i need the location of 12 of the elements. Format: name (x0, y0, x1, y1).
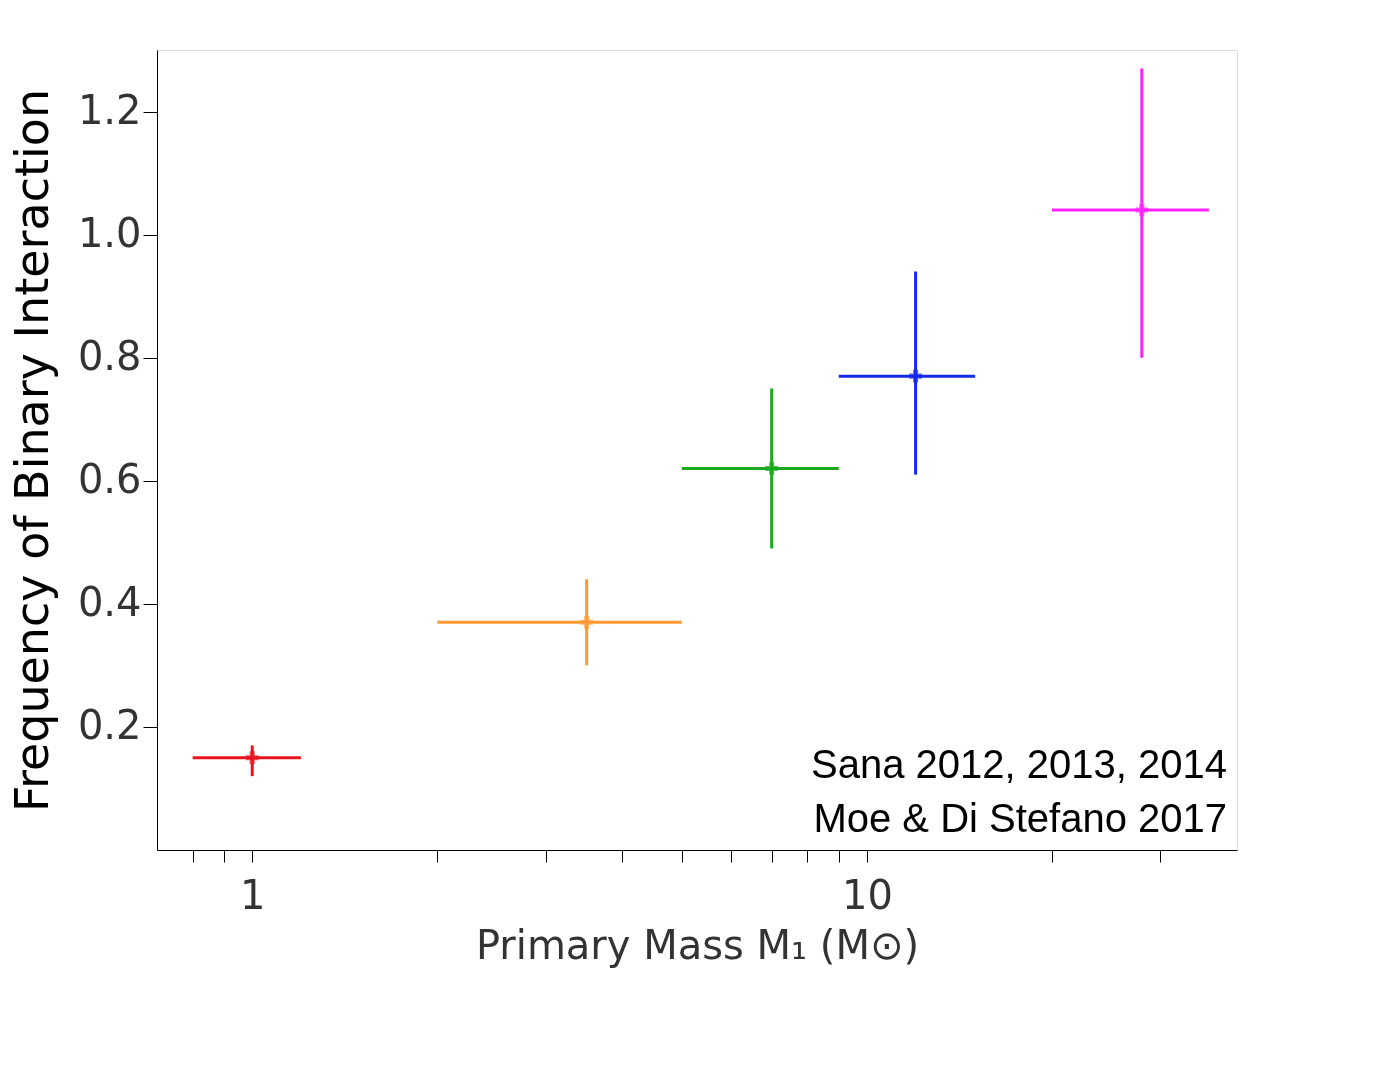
annotation: Moe & Di Stefano 2017 (813, 796, 1227, 840)
y-tick-label: 0.4 (77, 579, 142, 626)
x-axis-title: Primary Mass M₁ (M⊙) (475, 921, 920, 968)
x-tick-label: 10 (841, 871, 893, 918)
x-tick-label: 1 (239, 871, 266, 918)
y-tick-label: 1.2 (77, 87, 142, 134)
annotation: Sana 2012, 2013, 2014 (811, 742, 1227, 786)
y-tick-label: 0.8 (77, 333, 142, 380)
y-tick-label: 0.2 (77, 702, 142, 749)
y-tick-label: 1.0 (77, 210, 142, 257)
y-tick-label: 0.6 (77, 456, 142, 503)
y-axis-title: Frequency of Binary Interaction (4, 88, 59, 813)
